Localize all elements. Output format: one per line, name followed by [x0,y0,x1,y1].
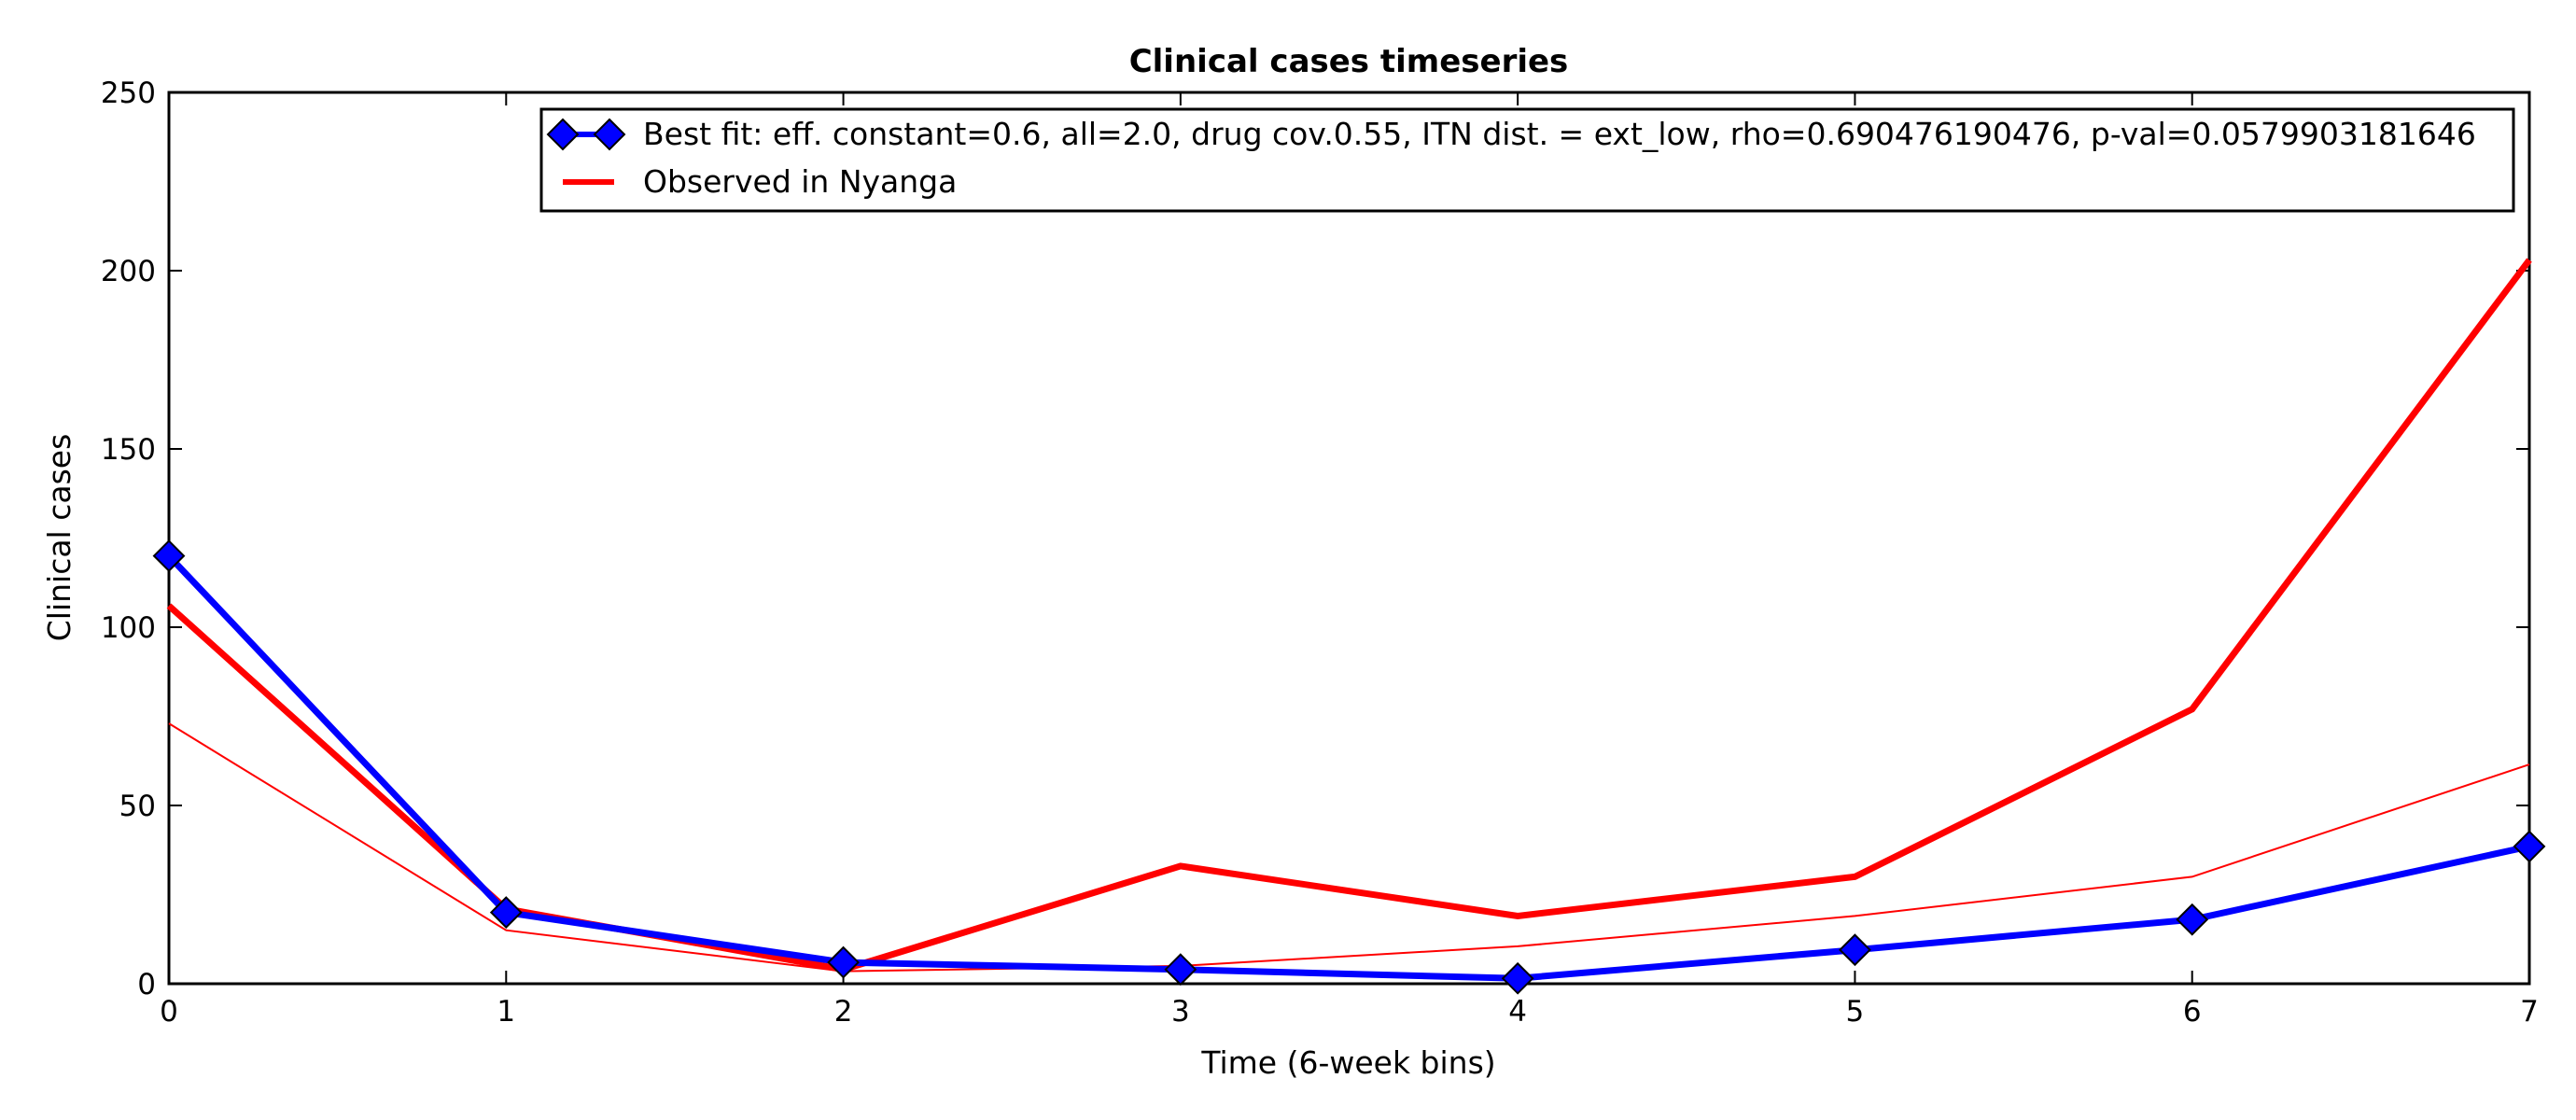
series-line-1 [166,258,2532,973]
x-tick-label: 6 [2183,995,2202,1029]
x-tick-label: 3 [1171,995,1190,1029]
axis-ticks [168,91,2530,985]
x-tick-label: 0 [160,995,178,1029]
y-tick-label: 200 [101,255,156,288]
y-tick-label: 250 [101,77,156,110]
legend-marker-left [546,118,580,151]
x-tick-label: 5 [1846,995,1865,1029]
legend-label-observed: Observed in Nyanga [643,163,957,200]
y-tick-labels: 0 50 100 150 200 250 [101,77,156,1001]
x-axis-label: Time (6-week bins) [1200,1044,1495,1081]
plot-frame [167,91,2531,986]
y-axis-label: Clinical cases [41,434,77,642]
series-line-2 [168,722,2530,973]
y-tick-label: 150 [101,433,156,467]
series-layer [152,258,2546,995]
x-tick-label: 7 [2520,995,2539,1029]
x-tick-label: 4 [1508,995,1527,1029]
x-tick-label: 2 [834,995,853,1029]
series-0-point-4 [1501,961,1534,995]
series-0-point-1 [489,896,523,930]
chart-title: Clinical cases timeseries [1129,43,1569,80]
series-0-point-3 [1164,953,1197,987]
y-tick-label: 100 [101,611,156,645]
plot-area [152,91,2546,995]
x-tick-labels: 0 1 2 3 4 5 6 7 [160,995,2539,1029]
series-0-point-6 [2176,903,2209,936]
series-0-point-0 [152,539,186,573]
series-0-point-7 [2513,830,2546,863]
legend-marker-right [593,118,626,151]
series-0-point-2 [827,945,860,979]
series-line-0 [166,553,2530,982]
legend-box [539,107,2515,213]
legend: Best fit: eff. constant=0.6, all=2.0, dr… [539,107,2515,213]
y-tick-label: 50 [119,790,156,823]
legend-label-best-fit: Best fit: eff. constant=0.6, all=2.0, dr… [643,116,2476,152]
y-tick-label: 0 [137,968,156,1001]
x-tick-label: 1 [497,995,515,1029]
series-0-point-5 [1839,933,1871,967]
